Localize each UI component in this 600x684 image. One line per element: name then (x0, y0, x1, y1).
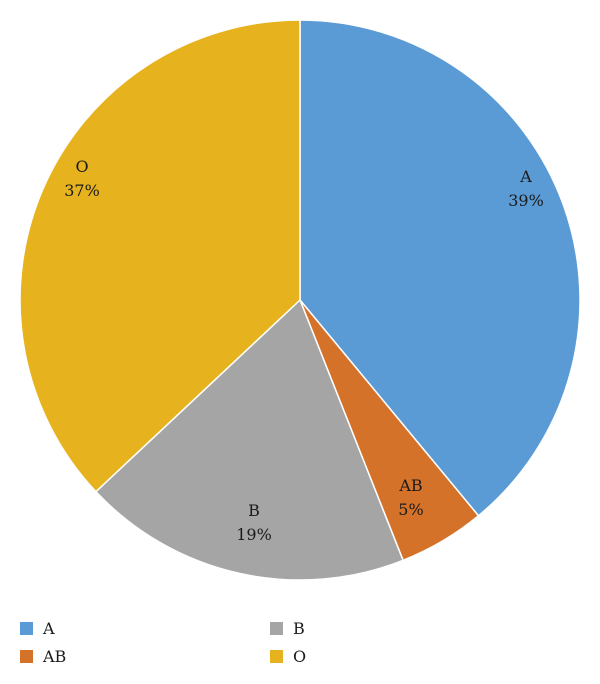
legend-item-b: B (270, 618, 305, 638)
legend-swatch (270, 621, 283, 635)
pie-slice-b (94, 298, 405, 581)
slice-category-label: A (519, 167, 532, 186)
legend-item-a: A (20, 618, 55, 638)
legend-label: O (293, 646, 307, 666)
slice-category-label: AB (398, 476, 422, 495)
slice-value-label: 5% (398, 500, 423, 519)
legend-swatch (20, 621, 33, 635)
pie-slice-o (19, 19, 301, 493)
legend-label: AB (43, 646, 67, 666)
legend-swatch (20, 649, 33, 663)
pie-chart: A 39% AB 5% B 19% O 37% (19, 19, 581, 581)
slice-value-label: 19% (236, 525, 272, 544)
legend-item-o: O (270, 646, 306, 666)
slice-value-label: 37% (64, 181, 100, 200)
legend: A B AB O (20, 618, 580, 674)
legend-swatch (270, 649, 283, 663)
slice-value-label: 39% (508, 191, 544, 210)
slice-category-label: B (248, 501, 260, 520)
legend-label: A (43, 618, 55, 638)
pie-slice-a (299, 19, 581, 517)
slice-category-label: O (75, 157, 88, 176)
legend-label: B (293, 618, 305, 638)
legend-item-ab: AB (20, 646, 66, 666)
